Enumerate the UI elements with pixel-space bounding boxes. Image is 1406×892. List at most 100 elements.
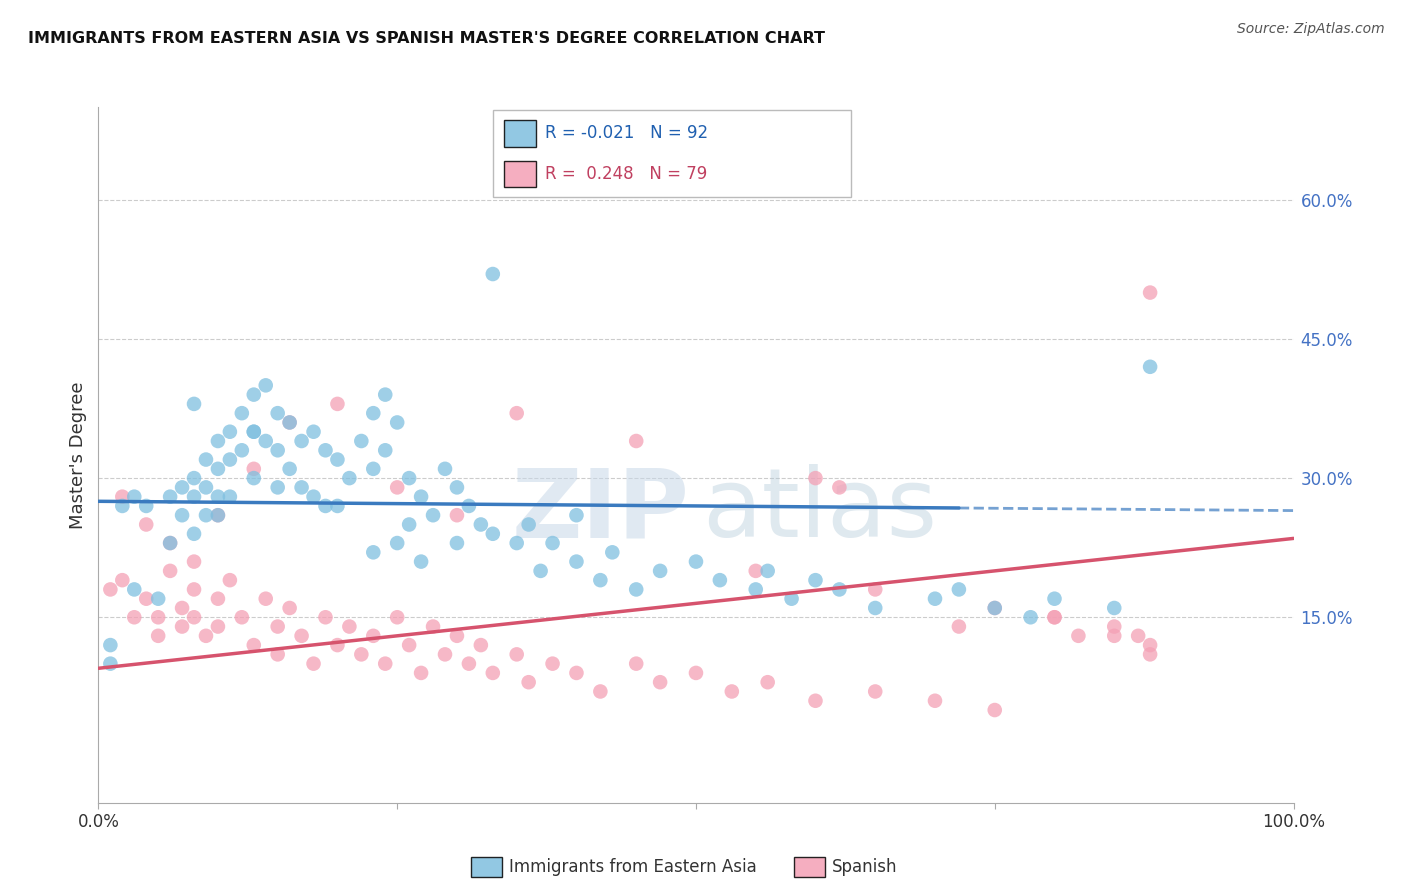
Text: ZIP: ZIP — [512, 464, 690, 558]
Point — [1139, 648, 1161, 662]
Point — [207, 591, 229, 606]
Point — [804, 471, 827, 485]
Point — [398, 471, 420, 485]
Point — [756, 675, 779, 690]
Point — [626, 434, 648, 448]
Point — [648, 675, 672, 690]
Point — [517, 675, 540, 690]
Text: Source: ZipAtlas.com: Source: ZipAtlas.com — [1237, 22, 1385, 37]
Point — [470, 517, 492, 532]
Point — [267, 480, 290, 494]
Point — [195, 480, 218, 494]
Point — [183, 526, 205, 541]
Point — [111, 499, 134, 513]
Point — [506, 648, 529, 662]
Point — [172, 480, 194, 494]
Point — [267, 443, 290, 458]
Point — [183, 555, 205, 569]
Point — [685, 665, 707, 680]
Point — [363, 629, 385, 643]
Point — [1043, 610, 1066, 624]
Point — [470, 638, 492, 652]
Point — [315, 499, 337, 513]
Point — [207, 508, 229, 523]
Text: atlas: atlas — [702, 464, 936, 558]
Point — [98, 582, 122, 597]
Point — [481, 665, 505, 680]
Point — [231, 610, 253, 624]
Point — [924, 591, 946, 606]
Point — [458, 657, 481, 671]
Point — [1019, 610, 1042, 624]
Text: Spanish: Spanish — [832, 858, 898, 876]
Point — [481, 526, 505, 541]
Point — [326, 638, 349, 652]
Point — [350, 648, 373, 662]
Point — [1104, 629, 1126, 643]
Point — [422, 508, 444, 523]
Point — [159, 536, 181, 550]
Point — [865, 684, 887, 698]
Point — [865, 601, 887, 615]
Point — [984, 601, 1007, 615]
Point — [219, 425, 242, 439]
Point — [865, 582, 887, 597]
Point — [517, 517, 540, 532]
Point — [243, 462, 266, 476]
Point — [709, 573, 731, 587]
Point — [745, 564, 768, 578]
Point — [135, 517, 157, 532]
Point — [207, 508, 229, 523]
Point — [111, 490, 134, 504]
Point — [254, 591, 277, 606]
Point — [385, 416, 409, 430]
Point — [530, 564, 553, 578]
Point — [183, 582, 205, 597]
Point — [124, 610, 146, 624]
Point — [315, 443, 337, 458]
Point — [1104, 619, 1126, 633]
Point — [302, 657, 325, 671]
Point — [326, 397, 349, 411]
Point — [159, 536, 181, 550]
Point — [565, 555, 588, 569]
Point — [589, 573, 612, 587]
Point — [1139, 285, 1161, 300]
Point — [984, 601, 1007, 615]
Point — [183, 397, 205, 411]
Point — [948, 619, 970, 633]
Point — [243, 387, 266, 401]
Point — [278, 462, 301, 476]
Point — [780, 591, 803, 606]
Point — [565, 508, 588, 523]
Point — [363, 462, 385, 476]
Point — [278, 601, 301, 615]
Point — [828, 480, 851, 494]
Point — [291, 434, 314, 448]
Point — [398, 638, 420, 652]
Point — [756, 564, 779, 578]
Point — [804, 573, 827, 587]
Y-axis label: Master's Degree: Master's Degree — [69, 381, 87, 529]
Point — [172, 619, 194, 633]
Point — [422, 619, 444, 633]
Point — [1043, 610, 1066, 624]
Point — [207, 490, 229, 504]
Point — [1104, 601, 1126, 615]
Point — [1139, 359, 1161, 374]
Point — [183, 610, 205, 624]
Point — [172, 601, 194, 615]
Point — [685, 555, 707, 569]
Point — [267, 406, 290, 420]
Point — [385, 536, 409, 550]
Point — [446, 629, 468, 643]
Point — [254, 434, 277, 448]
Point — [350, 434, 373, 448]
Point — [411, 490, 433, 504]
Point — [124, 490, 146, 504]
Point — [589, 684, 612, 698]
Point — [267, 648, 290, 662]
Point — [302, 425, 325, 439]
Point — [243, 425, 266, 439]
Point — [315, 610, 337, 624]
